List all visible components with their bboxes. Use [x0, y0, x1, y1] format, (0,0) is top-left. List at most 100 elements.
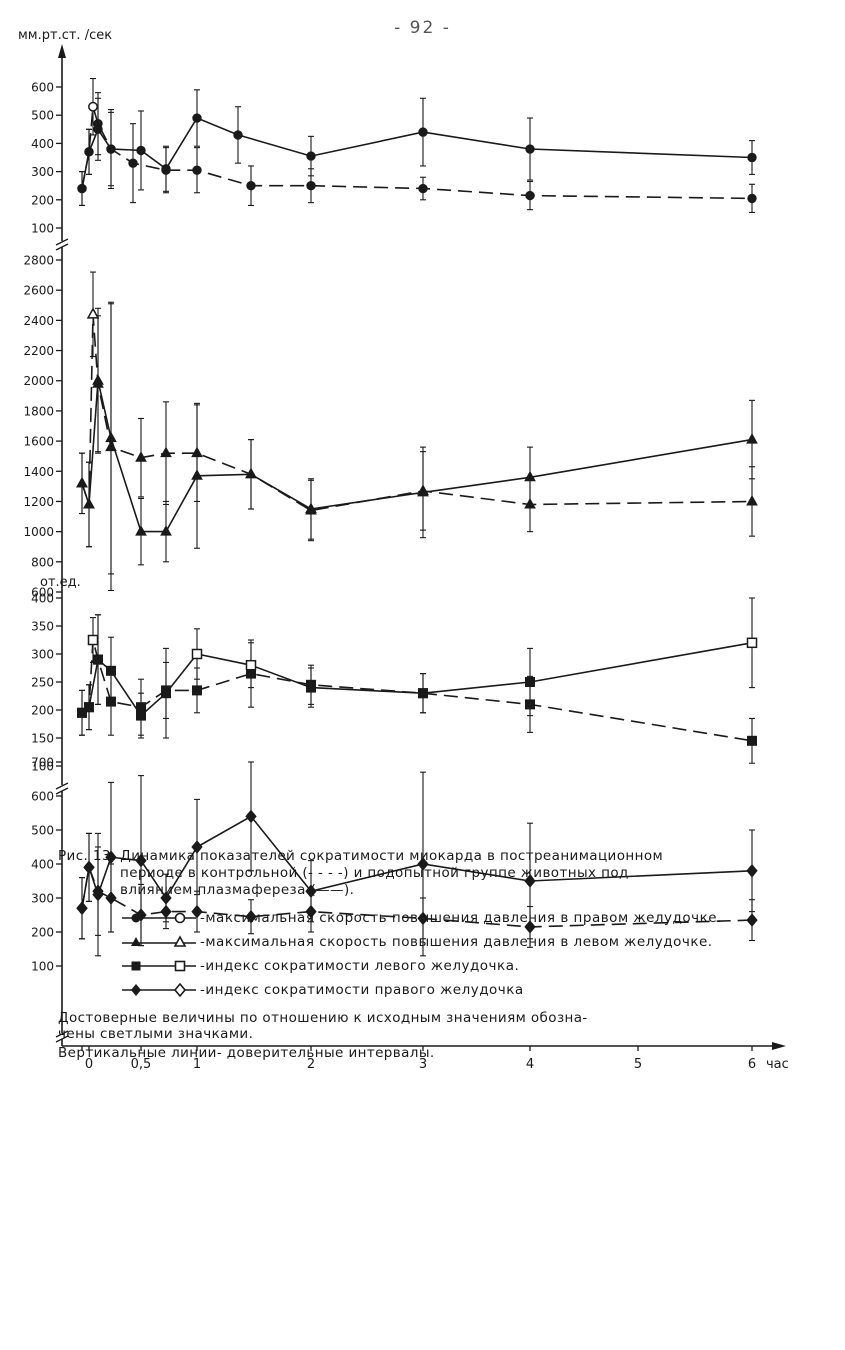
notes-line-2: чены светлыми значками. — [58, 1026, 254, 1042]
legend-item-square: -индекс сократимости левого желудочка. — [120, 954, 840, 978]
p2-s0-point-4 — [106, 696, 116, 707]
figure-notes: Достоверные величины по отношению к исхо… — [58, 1010, 828, 1064]
p0-s1-point-3 — [106, 144, 116, 154]
x-tick-label-4: 3 — [419, 1057, 427, 1072]
notes-line-1: Достоверные величины по отношению к исхо… — [58, 1010, 588, 1026]
p1-y-tick-label-6: 1800 — [23, 404, 54, 418]
x-tick-label-6: 5 — [634, 1057, 642, 1072]
p1-y-tick-label-3: 1200 — [23, 495, 54, 509]
p3-y-tick-label-3: 400 — [31, 858, 54, 872]
p2-s1-point-4 — [136, 710, 146, 721]
p1-s0-point-5 — [135, 451, 147, 462]
p3-y-tick-label-5: 600 — [31, 790, 54, 804]
p0-s0-point-8 — [246, 181, 256, 191]
p3-s1-point-5 — [160, 891, 172, 905]
p2-s1-point-6 — [191, 648, 203, 660]
p0-s0-point-9 — [306, 181, 316, 191]
p3-s0-point-7 — [245, 909, 257, 924]
p1-y-tick-label-1: 800 — [31, 555, 54, 569]
p0-s0-point-12 — [747, 193, 757, 204]
p3-s0-point-3 — [105, 891, 117, 905]
axis-break-gap-0 — [56, 241, 68, 247]
p1-s0-point-2 — [86, 307, 100, 319]
p2-y-tick-label-4: 300 — [31, 648, 54, 662]
p2-y-tick-label-3: 250 — [31, 676, 54, 690]
p2-s1-point-11 — [746, 637, 758, 649]
p0-s1-point-7 — [233, 130, 243, 140]
x-axis-arrow — [772, 1042, 786, 1050]
p1-s1-point-6 — [191, 469, 203, 480]
caption-line-3: влиянием плазмафереза (——). — [120, 882, 355, 898]
axis-break-b-2 — [55, 1035, 69, 1043]
caption-line-2: периоде в контрольной (- - - -) и подопы… — [120, 865, 629, 881]
p3-s0-point-9 — [417, 911, 429, 926]
p2-s0-point-5 — [136, 702, 146, 713]
p1-s1-point-4 — [135, 525, 147, 536]
p1-y-tick-label-5: 1600 — [23, 435, 54, 449]
p1-y-tick-label-11: 2800 — [23, 254, 54, 268]
x-tick-label-7: 6 — [748, 1057, 756, 1072]
x-tick-label-0: 0 — [85, 1057, 93, 1072]
p2-s1-point-1 — [84, 702, 94, 713]
p2-s1-point-5 — [161, 688, 171, 699]
p2-s0-point-2 — [87, 634, 99, 646]
p1-s0-point-12 — [746, 494, 758, 506]
p1-s0-point-11 — [524, 497, 536, 509]
figure-caption: Рис. 13. Динамика показателей сократимос… — [58, 848, 828, 899]
p1-y-tick-label-10: 2600 — [23, 284, 54, 298]
axis-break-gap-1 — [56, 785, 68, 791]
p0-s1-point-10 — [525, 144, 535, 154]
p3-y-tick-label-2: 300 — [31, 892, 54, 906]
caption-prefix: Рис. 13. — [58, 848, 116, 864]
p3-s1-point-0 — [76, 901, 88, 915]
p2-y-tick-label-5: 350 — [31, 620, 54, 634]
p1-s1-point-1 — [83, 497, 95, 509]
p2-y-tick-label-2: 200 — [31, 704, 54, 718]
p0-s1-point-6 — [192, 113, 202, 123]
p1-y-tick-label-8: 2200 — [23, 344, 54, 358]
p3-y-tick-label-6: 700 — [31, 756, 54, 770]
p2-s0-point-12 — [747, 735, 757, 746]
p0-y-tick-label-2: 300 — [31, 165, 54, 179]
p1-s0-point-7 — [191, 446, 203, 458]
p0-s0-point-11 — [525, 190, 535, 201]
legend-item-triangle: -максимальная скорость повышения давлени… — [120, 930, 840, 954]
p0-s0-point-2 — [88, 101, 98, 112]
x-axis-unit-label: час — [766, 1057, 789, 1072]
p1-y-tick-label-4: 1400 — [23, 465, 54, 479]
p0-s1-point-1 — [84, 147, 94, 157]
p3-s1-point-11 — [746, 864, 758, 878]
p3-s1-point-10 — [524, 874, 536, 888]
axis-break-gap-2 — [56, 1033, 68, 1039]
p0-s1-point-8 — [306, 151, 316, 161]
p2-y-tick-label-1: 150 — [31, 732, 54, 746]
axis-break-a-0 — [55, 238, 69, 246]
caption-line-1: Динамика показателей сократимости миокар… — [120, 848, 664, 864]
axis-break-b-0 — [55, 243, 69, 251]
p0-s1-point-5 — [161, 164, 171, 174]
x-tick-label-1: 0,5 — [131, 1057, 152, 1072]
p1-s1-point-0 — [76, 476, 88, 488]
p0-s0-point-5 — [128, 158, 138, 168]
page-number: - 92 - — [394, 18, 451, 38]
p2-y-tick-label-0: 100 — [31, 760, 54, 774]
p3-s1-point-4 — [135, 853, 147, 868]
legend-diamond-marker — [122, 982, 196, 998]
p0-series-solid-line — [81, 116, 753, 189]
p3-series-dashed-line — [81, 864, 753, 928]
notes-line-3: Вертикальные линии- доверительные интерв… — [58, 1045, 435, 1061]
p0-s1-point-4 — [136, 145, 146, 156]
x-tick-label-5: 4 — [526, 1057, 534, 1072]
p3-s0-point-8 — [305, 904, 317, 919]
p0-y-tick-label-5: 600 — [31, 81, 54, 95]
p1-s1-point-8 — [305, 502, 317, 513]
y-axis-arrow — [58, 44, 66, 58]
p1-s0-point-6 — [160, 446, 172, 458]
p3-s1-point-2 — [92, 887, 104, 902]
p0-y-tick-label-0: 100 — [31, 222, 54, 236]
p2-series-dashed-line — [81, 639, 753, 742]
x-tick-label-3: 2 — [307, 1057, 315, 1072]
p0-s0-point-10 — [418, 183, 428, 194]
x-tick-label-2: 1 — [193, 1057, 201, 1072]
legend-label-circle: -максимальная скорость повышения давлени… — [200, 910, 722, 926]
